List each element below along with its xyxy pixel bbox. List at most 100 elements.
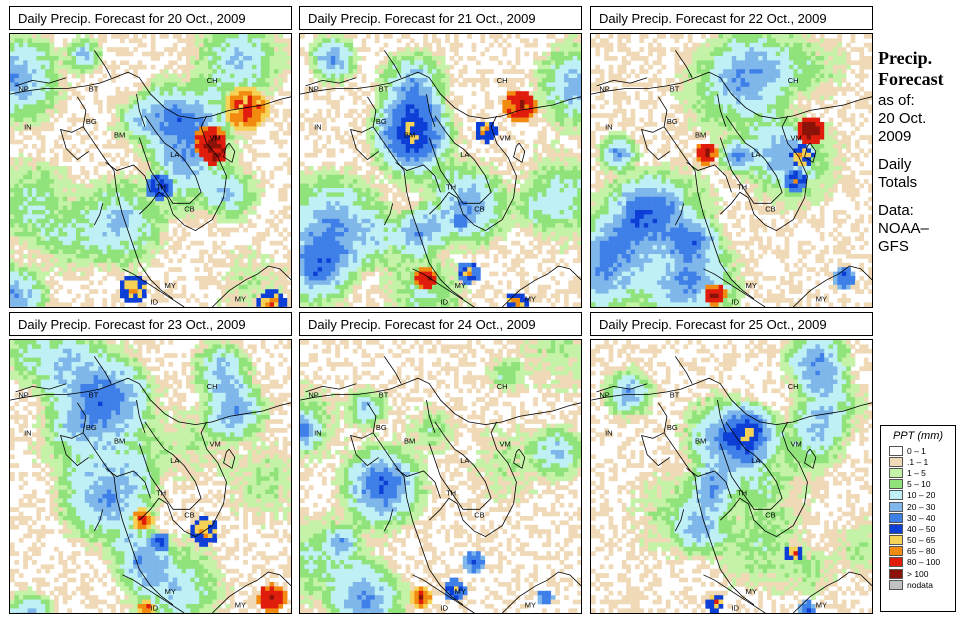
- precip-cell: [308, 60, 314, 66]
- precip-cell: [49, 157, 55, 162]
- precip-cell: [427, 196, 433, 202]
- precip-cell: [40, 56, 46, 61]
- precip-cell: [427, 42, 433, 48]
- precip-cell: [27, 108, 33, 114]
- precip-cell: [45, 64, 50, 70]
- precip-cell: [62, 130, 68, 136]
- precip-cell: [208, 122, 213, 127]
- precip-cell: [146, 223, 152, 228]
- precip-cell: [410, 188, 415, 193]
- precip-cell: [568, 179, 574, 184]
- precip-cell: [243, 298, 248, 303]
- precip-cell: [93, 47, 99, 52]
- precip-cell: [36, 91, 42, 96]
- precip-cell: [115, 196, 121, 202]
- precip-cell: [10, 130, 15, 136]
- precip-cell: [414, 69, 420, 74]
- precip-cell: [243, 69, 248, 74]
- precip-cell: [155, 170, 160, 176]
- country-label: MY: [165, 281, 176, 290]
- precip-cell: [62, 152, 68, 158]
- precip-cell: [564, 42, 569, 48]
- precip-cell: [93, 86, 99, 92]
- precip-cell: [243, 34, 248, 39]
- precip-cell: [199, 42, 204, 48]
- precip-cell: [115, 249, 121, 255]
- precip-cell: [269, 69, 275, 74]
- precip-cell: [84, 298, 90, 303]
- precip-cell: [84, 210, 90, 215]
- precip-cell: [27, 258, 33, 264]
- precip-cell: [243, 280, 248, 286]
- precip-cell: [436, 47, 442, 52]
- precip-cell: [102, 240, 108, 246]
- precip-cell: [432, 91, 437, 96]
- precip-cell: [282, 51, 288, 57]
- precip-cell: [164, 271, 169, 277]
- precip-cell: [269, 64, 275, 70]
- precip-cell: [137, 170, 143, 176]
- precip-cell: [45, 179, 50, 184]
- precip-cell: [383, 192, 389, 198]
- precip-cell: [313, 183, 318, 189]
- precip-cell: [186, 144, 191, 149]
- precip-cell: [142, 91, 147, 96]
- precip-cell: [45, 126, 50, 132]
- precip-cell: [40, 144, 46, 149]
- precip-cell: [550, 196, 556, 202]
- precip-cell: [260, 60, 266, 66]
- precip-cell: [269, 223, 275, 228]
- precip-cell: [128, 276, 134, 281]
- precip-cell: [102, 174, 108, 180]
- precip-cell: [247, 245, 253, 250]
- precip-cell: [243, 174, 248, 180]
- precip-cell: [449, 183, 455, 189]
- precip-cell: [423, 91, 428, 96]
- precip-cell: [124, 284, 130, 290]
- precip-cell: [401, 60, 406, 66]
- precip-cell: [40, 218, 46, 224]
- precip-cell: [230, 100, 235, 105]
- precip-cell: [67, 86, 72, 92]
- precip-cell: [396, 130, 402, 136]
- precip-cell: [546, 91, 552, 96]
- precip-cell: [23, 108, 28, 114]
- precip-cell: [559, 130, 565, 136]
- precip-cell: [36, 214, 42, 220]
- precip-cell: [238, 276, 244, 281]
- precip-cell: [537, 183, 543, 189]
- precip-cell: [14, 201, 20, 206]
- precip-cell: [352, 126, 358, 132]
- precip-cell: [339, 64, 345, 70]
- precip-cell: [572, 104, 578, 110]
- precip-cell: [150, 174, 156, 180]
- precip-cell: [317, 69, 323, 74]
- precip-cell: [511, 174, 516, 180]
- precip-cell: [137, 157, 143, 162]
- precip-cell: [32, 104, 37, 110]
- precip-cell: [230, 69, 235, 74]
- precip-cell: [396, 56, 402, 61]
- precip-cell: [247, 298, 253, 303]
- precip-cell: [23, 262, 28, 268]
- precip-cell: [18, 174, 24, 180]
- precip-cell: [282, 210, 288, 215]
- precip-cell: [155, 289, 160, 294]
- precip-cell: [36, 188, 42, 193]
- precip-cell: [124, 51, 130, 57]
- precip-cell: [383, 73, 389, 79]
- precip-cell: [120, 188, 125, 193]
- precip-cell: [564, 38, 569, 44]
- precip-cell: [89, 144, 94, 149]
- precip-cell: [317, 174, 323, 180]
- precip-cell: [93, 249, 99, 255]
- precip-cell: [326, 60, 332, 66]
- precip-cell: [533, 174, 538, 180]
- precip-cell: [10, 284, 15, 290]
- precip-cell: [159, 218, 165, 224]
- precip-cell: [467, 192, 472, 198]
- precip-cell: [58, 108, 64, 114]
- precip-cell: [106, 271, 112, 277]
- precip-cell: [155, 223, 160, 228]
- precip-cell: [84, 64, 90, 70]
